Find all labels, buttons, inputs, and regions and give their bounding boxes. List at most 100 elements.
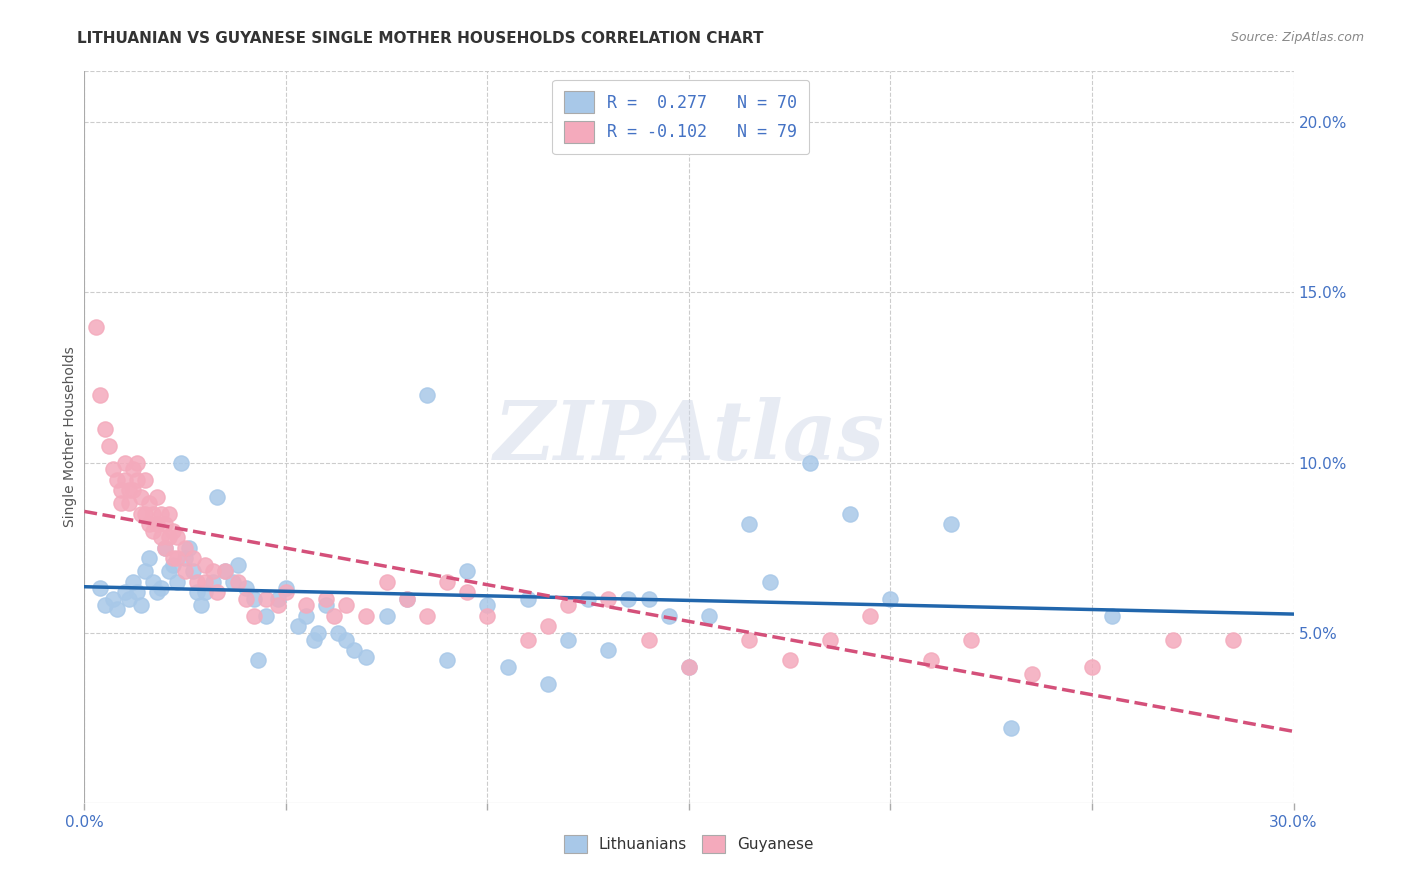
Point xyxy=(114,585,136,599)
Point xyxy=(134,473,156,487)
Point xyxy=(118,483,141,497)
Point xyxy=(162,524,184,538)
Point xyxy=(1000,721,1022,735)
Point xyxy=(516,632,538,647)
Point xyxy=(207,490,229,504)
Point xyxy=(166,550,188,565)
Text: LITHUANIAN VS GUYANESE SINGLE MOTHER HOUSEHOLDS CORRELATION CHART: LITHUANIAN VS GUYANESE SINGLE MOTHER HOU… xyxy=(77,31,763,46)
Point xyxy=(125,585,148,599)
Point xyxy=(97,439,120,453)
Point xyxy=(138,496,160,510)
Point xyxy=(1161,632,1184,647)
Point xyxy=(246,653,269,667)
Point xyxy=(818,632,841,647)
Point xyxy=(157,531,180,545)
Point xyxy=(142,507,165,521)
Point xyxy=(186,585,208,599)
Point xyxy=(839,507,862,521)
Point xyxy=(142,524,165,538)
Point xyxy=(202,565,225,579)
Point xyxy=(149,507,172,521)
Point xyxy=(335,599,357,613)
Point xyxy=(222,574,245,589)
Point xyxy=(738,516,761,531)
Point xyxy=(138,550,160,565)
Point xyxy=(375,608,398,623)
Point xyxy=(637,591,659,606)
Point xyxy=(153,541,176,555)
Point xyxy=(146,585,169,599)
Point xyxy=(658,608,681,623)
Point xyxy=(186,574,208,589)
Point xyxy=(110,496,132,510)
Point xyxy=(242,591,264,606)
Point xyxy=(89,582,111,596)
Point xyxy=(101,591,124,606)
Point xyxy=(149,531,172,545)
Point xyxy=(194,585,217,599)
Point xyxy=(162,558,184,572)
Point xyxy=(166,574,188,589)
Point xyxy=(174,550,197,565)
Point xyxy=(125,473,148,487)
Point xyxy=(194,558,217,572)
Point xyxy=(142,574,165,589)
Point xyxy=(153,541,176,555)
Point xyxy=(267,599,290,613)
Point xyxy=(879,591,901,606)
Point xyxy=(129,507,152,521)
Point xyxy=(157,565,180,579)
Point xyxy=(190,599,212,613)
Point xyxy=(242,608,264,623)
Point xyxy=(226,558,249,572)
Point xyxy=(315,591,337,606)
Point xyxy=(235,591,257,606)
Point xyxy=(335,632,357,647)
Point xyxy=(134,507,156,521)
Point xyxy=(295,599,318,613)
Point xyxy=(416,608,439,623)
Point xyxy=(153,516,176,531)
Point xyxy=(576,591,599,606)
Point xyxy=(295,608,318,623)
Point xyxy=(678,659,700,673)
Point xyxy=(920,653,942,667)
Point xyxy=(125,456,148,470)
Point xyxy=(274,585,297,599)
Point xyxy=(557,599,579,613)
Point xyxy=(477,599,499,613)
Point xyxy=(110,483,132,497)
Point xyxy=(214,565,236,579)
Point xyxy=(307,625,329,640)
Point xyxy=(323,608,346,623)
Point xyxy=(598,591,620,606)
Point xyxy=(436,574,458,589)
Point xyxy=(179,541,201,555)
Point xyxy=(758,574,780,589)
Point xyxy=(157,507,180,521)
Point xyxy=(207,585,229,599)
Point xyxy=(328,625,350,640)
Point xyxy=(134,565,156,579)
Point xyxy=(214,565,236,579)
Point xyxy=(477,608,499,623)
Point xyxy=(496,659,519,673)
Point xyxy=(118,496,141,510)
Point xyxy=(557,632,579,647)
Point xyxy=(436,653,458,667)
Point xyxy=(89,387,111,401)
Point xyxy=(859,608,882,623)
Point xyxy=(678,659,700,673)
Point xyxy=(174,565,197,579)
Legend: Lithuanians, Guyanese: Lithuanians, Guyanese xyxy=(557,827,821,861)
Point xyxy=(375,574,398,589)
Point xyxy=(129,490,152,504)
Point xyxy=(138,516,160,531)
Point xyxy=(779,653,801,667)
Point xyxy=(121,483,143,497)
Point xyxy=(960,632,983,647)
Text: Source: ZipAtlas.com: Source: ZipAtlas.com xyxy=(1230,31,1364,45)
Point xyxy=(267,591,290,606)
Point xyxy=(194,574,217,589)
Point xyxy=(516,591,538,606)
